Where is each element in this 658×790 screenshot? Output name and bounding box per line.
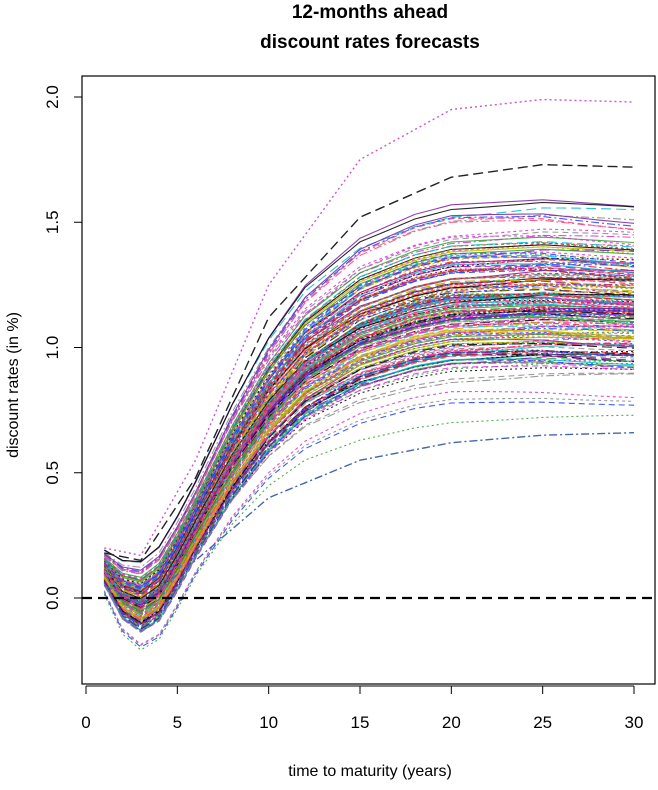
series-line — [103, 302, 635, 604]
y-tick-label: 0.0 — [43, 586, 62, 610]
series-line — [103, 359, 635, 629]
plot-frame — [81, 75, 656, 685]
series-line — [103, 217, 635, 574]
series-line — [103, 343, 635, 624]
series-line — [103, 269, 635, 593]
series-line — [103, 349, 635, 628]
series-line — [103, 353, 635, 630]
series-line — [103, 367, 635, 632]
series-line — [103, 252, 635, 588]
series-line — [103, 259, 635, 587]
x-tick-label: 0 — [81, 713, 90, 732]
x-axis-label: time to maturity (years) — [288, 763, 452, 780]
series-line — [103, 272, 635, 592]
series-line — [103, 329, 635, 616]
series-line — [103, 261, 635, 586]
series-line — [103, 351, 635, 630]
series-line — [103, 353, 635, 625]
series-line — [103, 213, 635, 571]
y-tick-label: 0.5 — [43, 461, 62, 485]
series-line — [103, 263, 635, 592]
series-line — [103, 310, 635, 609]
series-line — [103, 284, 635, 596]
x-tick-label: 25 — [533, 713, 552, 732]
series-line — [103, 354, 635, 630]
series-line — [103, 330, 635, 619]
series-line — [103, 362, 635, 633]
y-tick-label: 2.0 — [43, 85, 62, 109]
series-line — [103, 214, 635, 568]
chart-title-line-1: 12-months ahead — [292, 2, 448, 23]
series-line — [103, 231, 635, 574]
series-line — [103, 249, 635, 581]
x-tick-label: 15 — [351, 713, 370, 732]
series-line — [103, 327, 635, 616]
series-line — [103, 325, 635, 614]
plot-area — [82, 98, 655, 651]
x-tick-label: 30 — [625, 713, 644, 732]
series-line — [103, 414, 634, 651]
series-line — [103, 312, 635, 609]
series-line — [103, 310, 635, 607]
series-line — [103, 235, 635, 580]
series-line-high-dashed — [104, 163, 635, 562]
series-line — [103, 285, 635, 600]
series-line — [103, 354, 635, 626]
series-line-low-dashdot — [103, 432, 635, 604]
chart-title-line-2: discount rates forecasts — [260, 32, 480, 53]
axes: 0 5 10 15 20 25 30 0.0 0.5 1.0 1.5 2.0 — [43, 75, 656, 732]
series-line — [103, 294, 635, 602]
series-line — [103, 350, 635, 625]
series-line — [103, 262, 635, 586]
series-line — [103, 373, 634, 633]
series-line — [103, 350, 635, 624]
series-line — [103, 320, 635, 611]
series-line — [103, 357, 635, 629]
series-line — [103, 276, 635, 597]
x-tick-label: 5 — [173, 713, 182, 732]
series-line-top-dotted — [104, 98, 635, 557]
series-line — [103, 248, 635, 583]
series-line — [103, 365, 635, 633]
series-line — [103, 301, 635, 607]
series-line — [103, 308, 635, 607]
y-axis-label: discount rates (in %) — [5, 312, 22, 458]
y-tick-label: 1.5 — [43, 210, 62, 234]
x-tick-label: 20 — [442, 713, 461, 732]
series-line — [103, 308, 635, 609]
series-line — [103, 350, 635, 626]
series-line — [103, 401, 635, 648]
series-line — [103, 268, 635, 595]
series-line — [103, 316, 635, 609]
series-line — [103, 300, 635, 603]
series-line — [103, 236, 635, 578]
series-line — [103, 353, 635, 628]
series-line — [104, 207, 635, 563]
x-tick-label: 10 — [259, 713, 278, 732]
series-line — [103, 293, 635, 604]
series-line — [103, 265, 635, 594]
series-line — [103, 350, 635, 627]
series-line — [103, 338, 635, 624]
series-line — [104, 201, 635, 563]
series-line — [103, 332, 635, 622]
y-tick-label: 1.0 — [43, 336, 62, 360]
series-line — [103, 256, 635, 590]
series-line — [103, 350, 635, 627]
series-line — [103, 296, 635, 605]
series-line — [103, 321, 635, 617]
series-line — [103, 354, 634, 625]
series-line — [103, 397, 635, 647]
